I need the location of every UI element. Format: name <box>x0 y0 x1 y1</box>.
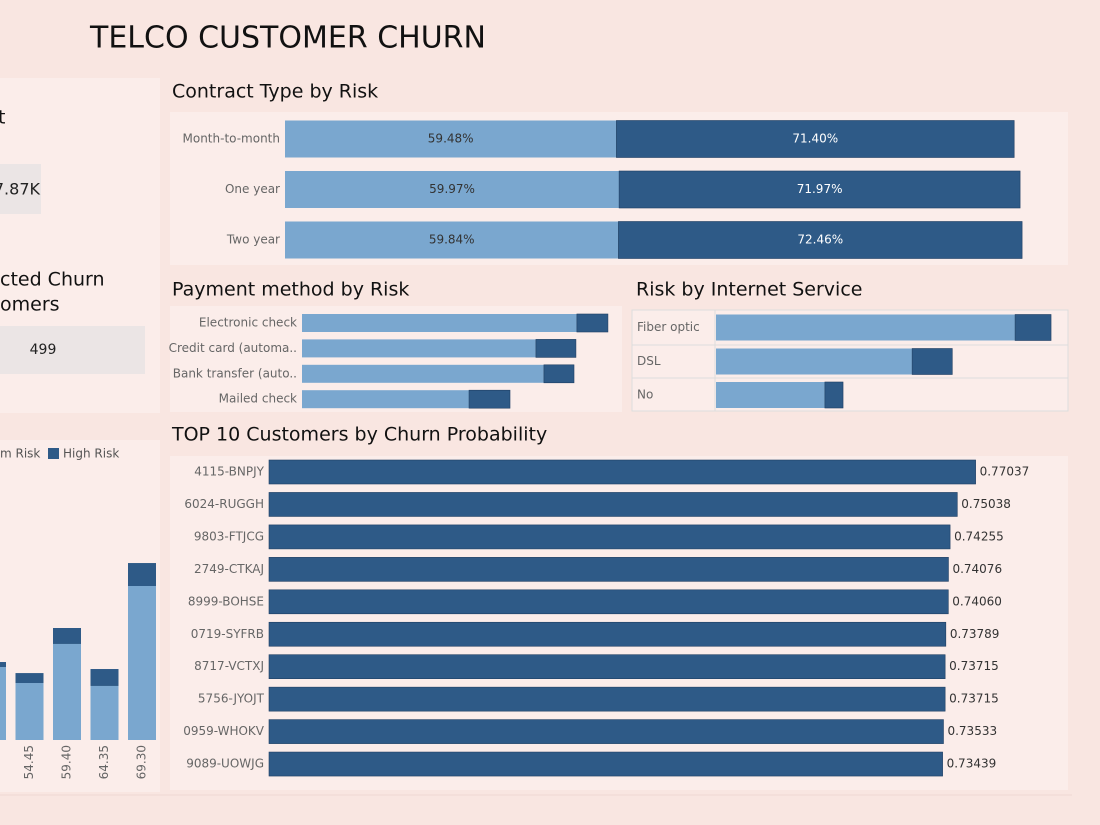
category-label: 5756-JYOJT <box>198 692 265 706</box>
category-label: 0719-SYFRB <box>191 627 264 641</box>
bar <box>285 221 619 259</box>
bar <box>535 339 577 358</box>
legend-label: m Risk <box>0 447 40 461</box>
bar <box>618 221 1023 259</box>
bar <box>15 683 44 740</box>
category-label: Mailed check <box>219 392 297 406</box>
category-label: 8999-BOHSE <box>188 594 264 608</box>
kpi-label: t <box>0 107 5 129</box>
kpi-box <box>0 326 145 374</box>
bar <box>268 589 949 615</box>
value-label: 0.74255 <box>954 529 1004 543</box>
chart-title: TOP 10 Customers by Churn Probability <box>171 424 547 446</box>
bar <box>128 563 156 586</box>
bar <box>468 389 511 409</box>
category-label: 9089-UOWJG <box>186 757 264 771</box>
kpi-box <box>0 164 41 214</box>
bar <box>0 667 6 740</box>
category-label: DSL <box>637 354 661 368</box>
bar <box>824 381 844 409</box>
chart-title: Contract Type by Risk <box>172 81 378 103</box>
legend-label: High Risk <box>63 447 119 461</box>
bar <box>268 719 944 744</box>
value-label: 72.46% <box>797 233 843 247</box>
category-label: Two year <box>226 233 280 247</box>
bar <box>53 643 81 740</box>
value-label: 71.40% <box>792 132 838 146</box>
legend-swatch <box>48 448 59 459</box>
category-label: Credit card (automa.. <box>169 341 297 355</box>
bar <box>716 348 913 375</box>
kpi-label: cted Churn <box>0 269 105 291</box>
bar <box>302 339 536 358</box>
value-label: 59.97% <box>429 182 475 196</box>
category-label: One year <box>225 182 280 196</box>
value-label: 0.74076 <box>952 562 1002 576</box>
value-label: 0.73715 <box>949 659 999 673</box>
value-label: 0.77037 <box>980 465 1030 479</box>
bar <box>268 524 951 550</box>
category-label: 8717-VCTXJ <box>194 659 264 673</box>
value-label: 0.73439 <box>947 757 997 771</box>
bar <box>268 459 976 485</box>
value-label: 0.73715 <box>949 692 999 706</box>
category-label: 9803-FTJCG <box>194 529 264 543</box>
category-label: No <box>637 388 653 402</box>
bar <box>302 364 544 383</box>
category-label: 2749-CTKAJ <box>194 562 264 576</box>
bar <box>576 313 609 333</box>
value-label: 59.84% <box>429 233 475 247</box>
bar <box>543 364 575 384</box>
bar <box>616 120 1015 158</box>
bar <box>716 314 1016 341</box>
bar <box>268 621 947 647</box>
bar <box>716 382 825 408</box>
category-label: Bank transfer (auto.. <box>173 366 297 380</box>
x-tick-label: 64.35 <box>97 745 111 779</box>
bar <box>618 170 1021 209</box>
bar <box>268 686 946 712</box>
x-tick-label: 59.40 <box>60 745 74 779</box>
value-label: 0.74060 <box>952 594 1002 608</box>
x-tick-label: 69.30 <box>135 745 149 779</box>
bar <box>285 171 620 208</box>
value-label: 0.75038 <box>961 497 1011 511</box>
bar <box>1014 314 1052 341</box>
bar <box>90 685 119 740</box>
kpi-label: omers <box>0 294 60 316</box>
bar <box>15 673 44 684</box>
value-label: 0.73789 <box>950 627 1000 641</box>
bar <box>268 557 949 582</box>
value-label: 71.97% <box>797 182 843 196</box>
kpi-value: 7.87K <box>0 180 41 199</box>
bar <box>302 314 577 332</box>
value-label: 59.48% <box>428 132 474 146</box>
x-tick-label: 54.45 <box>22 745 36 779</box>
bar <box>268 492 958 517</box>
bar <box>268 751 943 777</box>
category-label: 4115-BNPJY <box>194 465 264 479</box>
bar <box>911 348 953 375</box>
dashboard-title: TELCO CUSTOMER CHURN <box>89 21 486 56</box>
bar <box>0 662 6 668</box>
kpi-value: 499 <box>30 342 57 358</box>
chart-title: Risk by Internet Service <box>636 279 862 301</box>
category-label: Electronic check <box>199 316 297 330</box>
value-label: 0.73533 <box>947 724 997 738</box>
category-label: 0959-WHOKV <box>183 724 265 738</box>
bar <box>285 120 617 158</box>
bar <box>302 390 470 409</box>
category-label: 6024-RUGGH <box>184 497 264 511</box>
bar <box>268 654 946 680</box>
chart-title: Payment method by Risk <box>172 279 409 301</box>
bar <box>53 628 81 644</box>
bar <box>128 586 156 740</box>
category-label: Fiber optic <box>637 320 700 334</box>
category-label: Month-to-month <box>183 132 281 146</box>
bar <box>90 669 119 686</box>
